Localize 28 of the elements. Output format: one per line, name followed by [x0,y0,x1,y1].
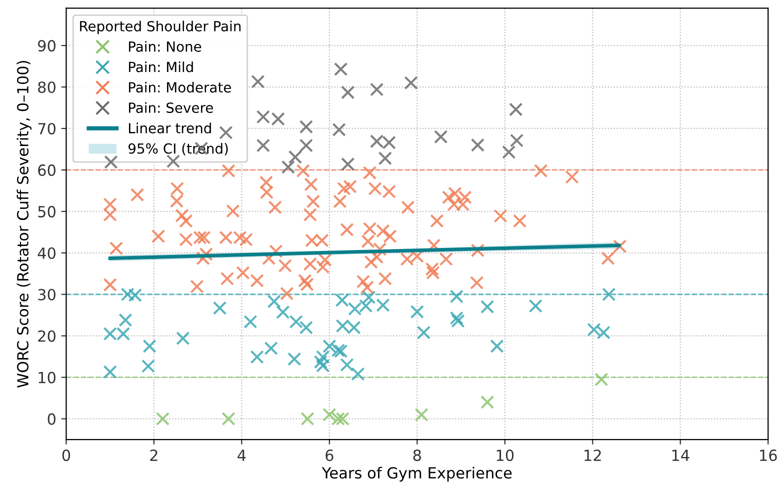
x-tick-label: 4 [238,450,246,461]
y-tick-label: 90 [38,40,56,52]
y-tick-label: 30 [38,288,56,300]
x-tick-label: 12 [584,450,601,461]
legend-label: Pain: Mild [128,61,193,72]
x-tick-label: 6 [326,450,334,462]
x-tick-label: 2 [150,450,158,461]
legend-label: Pain: Moderate [128,82,231,93]
legend-label: Pain: Severe [128,102,213,114]
x-tick-label: 16 [760,450,777,462]
x-tick-label: 0 [62,450,70,462]
x-axis-title: Years of Gym Experience [322,466,512,482]
y-tick-label: 40 [38,247,56,259]
y-tick-label: 80 [38,81,56,94]
x-tick-label: 8 [413,450,421,462]
y-tick-label: 20 [38,330,56,342]
x-tick-label: 14 [672,450,690,461]
y-tick-label: 60 [38,164,56,176]
y-tick-label: 50 [38,206,56,218]
y-tick-label: 70 [38,122,56,135]
legend-title: Reported Shoulder Pain [80,20,241,34]
legend-label: Pain: None [128,41,202,52]
x-tick-label: 10 [496,450,514,462]
y-axis-title: WORC Score (Rotator Cuff Severity, 0–100) [16,60,32,388]
legend-label: 95% CI (trend) [128,143,228,156]
y-tick-label: 0 [48,413,56,425]
y-tick-label: 10 [38,372,56,384]
legend-label: Linear trend [128,122,211,134]
